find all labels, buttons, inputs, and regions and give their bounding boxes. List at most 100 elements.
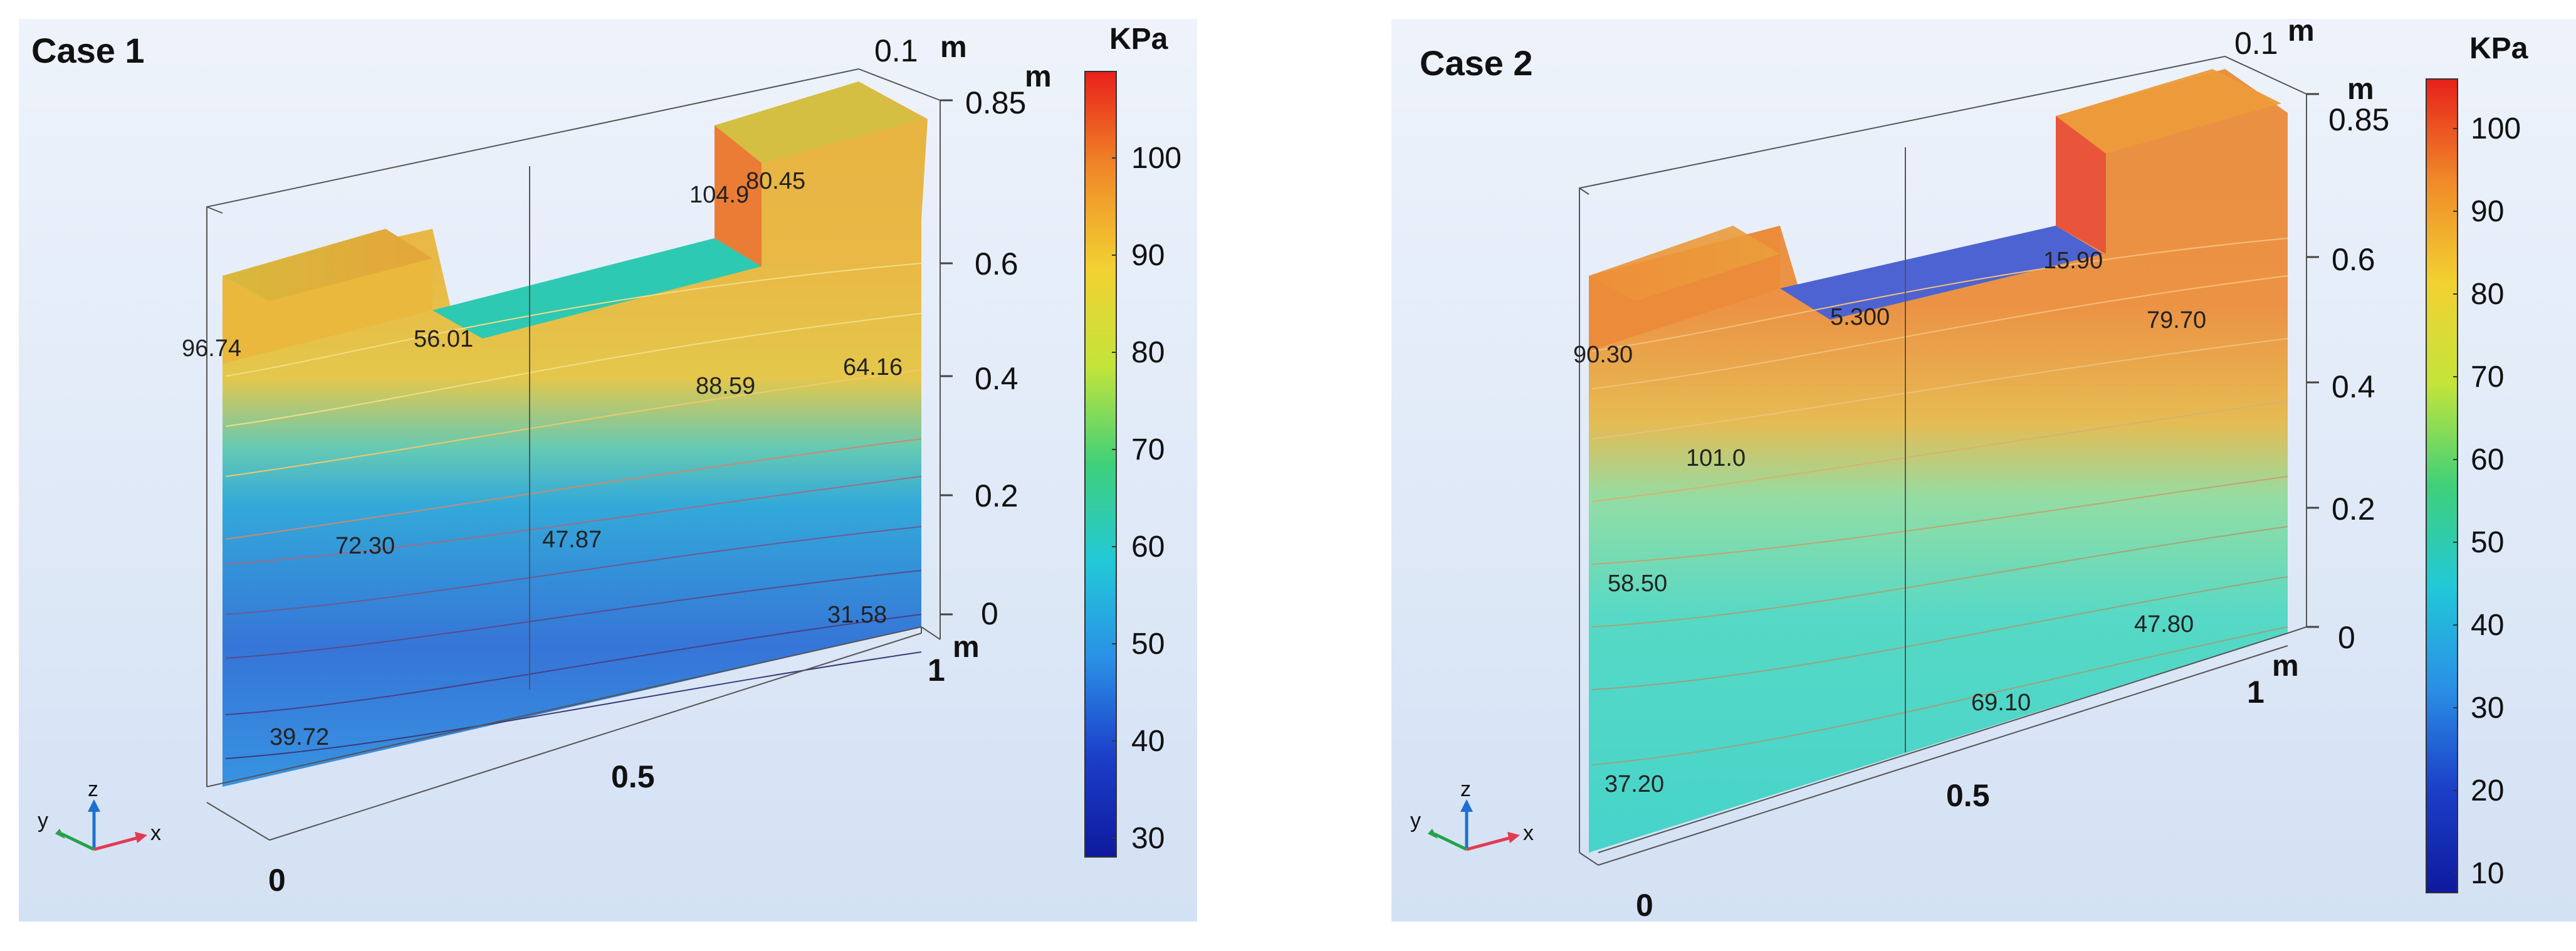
colorbar-tick: 70	[2471, 360, 2505, 394]
colorbar-tick: 30	[1131, 822, 1165, 855]
contour-label: 31.58	[827, 602, 887, 628]
contour-label: 15.90	[2043, 248, 2103, 274]
right-block-top	[715, 81, 921, 163]
colorbar-tick-mark	[2453, 376, 2458, 377]
colorbar-tick-mark	[1112, 546, 1117, 547]
colorbar-tick-mark	[1112, 255, 1117, 256]
colorbar-tick-mark	[2453, 873, 2458, 874]
colorbar-tick-mark	[1112, 643, 1117, 644]
contour-label: 72.30	[335, 533, 395, 559]
contour-label: 69.10	[1971, 690, 2031, 716]
z-axis-ticks	[2306, 93, 2319, 628]
colorbar-tick: 80	[2471, 278, 2505, 311]
triad-y-label: y	[38, 809, 48, 833]
z-tick-0: 0	[981, 596, 998, 631]
colorbar-tick-mark	[2453, 459, 2458, 460]
case-1-panel: Case 1 0.1 m m 0.85 0.6 0.4 0.2 0 1 m 0.…	[0, 0, 1203, 951]
x-tick-0: 0	[268, 863, 286, 898]
z-axis-unit: m	[1025, 60, 1052, 93]
left-block-top	[223, 229, 432, 301]
case-1-title: Case 1	[31, 31, 145, 70]
contour-label: 64.16	[843, 354, 903, 381]
z-tick-0-85: 0.85	[965, 85, 1027, 120]
case-2-title: Case 2	[1420, 43, 1533, 83]
x-tick-1: 1	[928, 653, 945, 688]
contour-label: 101.0	[1686, 445, 1746, 471]
colorbar-tick: 90	[2471, 195, 2505, 228]
z-axis-ticks	[940, 99, 953, 616]
case-2-3d-view	[1391, 19, 2576, 922]
colorbar-tick-mark	[2453, 790, 2458, 791]
colorbar-tick-mark	[2453, 707, 2458, 708]
coordinate-triad	[1428, 799, 1520, 851]
colorbar-tick-mark	[2453, 624, 2458, 626]
right-block-side	[2056, 116, 2106, 254]
contour-lines	[1591, 238, 2288, 765]
colorbar-tick-mark	[2453, 128, 2458, 129]
z-tick-0: 0	[2338, 620, 2355, 655]
x-axis-unit: m	[953, 631, 980, 664]
colorbar-tick-mark	[1112, 157, 1117, 159]
x-tick-1: 1	[2247, 675, 2264, 710]
z-tick-0-2: 0.2	[975, 478, 1018, 513]
triad-z-label: z	[88, 777, 98, 801]
colorbar-tick-mark	[1112, 352, 1117, 353]
colorbar-title: KPa	[2469, 32, 2528, 65]
colorbar-tick-mark	[1112, 740, 1117, 742]
x-tick-0-5: 0.5	[611, 759, 655, 794]
colorbar	[1084, 71, 1117, 858]
colorbar-tick: 50	[2471, 526, 2505, 559]
contour-label: 88.59	[696, 373, 756, 399]
top-axis-value: 0.1	[2234, 26, 2278, 61]
contour-label: 5.300	[1830, 304, 1890, 330]
left-block-top	[1589, 226, 1780, 301]
coordinate-triad	[55, 799, 147, 851]
right-block-top	[2056, 69, 2281, 154]
contour-label: 37.20	[1605, 771, 1665, 797]
top-axis-unit: m	[2288, 14, 2315, 48]
contour-label: 56.01	[414, 326, 474, 352]
colorbar-tick: 90	[1131, 239, 1165, 272]
contour-label: 47.87	[542, 527, 602, 553]
triad-z-label: z	[1460, 777, 1471, 801]
colorbar-tick: 100	[1131, 142, 1182, 175]
right-block-side	[715, 125, 762, 266]
contour-label: 47.80	[2134, 611, 2194, 638]
colorbar-tick: 70	[1131, 433, 1165, 466]
colorbar-tick-mark	[2453, 293, 2458, 295]
colorbar-tick: 40	[1131, 725, 1165, 758]
contour-lines	[225, 263, 922, 759]
contour-label: 58.50	[1608, 570, 1668, 597]
triad-y-label: y	[1410, 809, 1421, 833]
colorbar-tick: 80	[1131, 336, 1165, 369]
colorbar-tick-mark	[1112, 838, 1117, 839]
z-tick-0-85: 0.85	[2328, 102, 2390, 137]
top-axis-unit: m	[940, 31, 967, 64]
triad-x-label: x	[150, 821, 161, 845]
z-tick-0-4: 0.4	[975, 361, 1018, 396]
colorbar-tick: 60	[2471, 443, 2505, 476]
colorbar-tick: 50	[1131, 628, 1165, 661]
colorbar-title: KPa	[1109, 23, 1168, 56]
colorbar-tick-mark	[2453, 211, 2458, 212]
z-tick-0-6: 0.6	[2332, 242, 2375, 277]
colorbar-tick: 30	[2471, 691, 2505, 725]
colorbar	[2426, 78, 2458, 893]
x-tick-0: 0	[1636, 888, 1653, 923]
contour-label: 96.74	[182, 335, 242, 362]
contour-label: 39.72	[270, 724, 330, 750]
top-axis-value: 0.1	[874, 33, 918, 68]
colorbar-tick-mark	[2453, 542, 2458, 543]
z-axis-unit: m	[2347, 73, 2374, 106]
slot-floor	[1780, 226, 2103, 320]
slot-floor	[432, 238, 762, 339]
colorbar-tick: 40	[2471, 609, 2505, 642]
bounding-box	[1579, 55, 2307, 866]
z-tick-0-4: 0.4	[2332, 369, 2375, 404]
contour-label: 80.45	[746, 168, 806, 194]
z-tick-0-6: 0.6	[975, 246, 1018, 281]
contour-label: 104.9	[689, 182, 750, 208]
case-1-3d-view	[19, 19, 1197, 922]
bounding-box	[206, 68, 941, 841]
x-tick-0-5: 0.5	[1946, 778, 1990, 813]
